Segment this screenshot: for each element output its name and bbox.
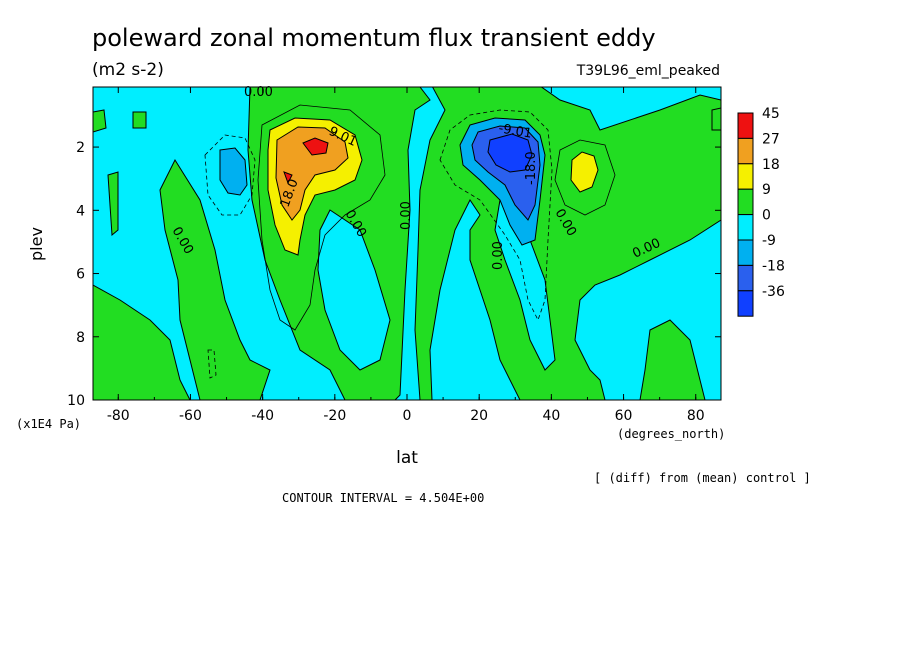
- colorbar-label: 45: [762, 106, 780, 122]
- colorbar-swatch: [737, 163, 754, 190]
- contour-label-neg9: -9.01: [497, 121, 533, 142]
- colorbar-swatch: [737, 112, 754, 139]
- y-tick-label: 4: [76, 203, 85, 219]
- region-green-small-far-left: [107, 171, 119, 237]
- y-tick-label: 6: [76, 267, 85, 283]
- contour-interval: CONTOUR INTERVAL = 4.504E+00: [282, 491, 484, 505]
- x-tick-label: 80: [687, 408, 705, 424]
- x-tick-label: -20: [323, 408, 346, 424]
- region-green-small-right: [711, 107, 721, 131]
- diff-note: [ (diff) from (mean) control ]: [594, 471, 811, 485]
- y-tick-label: 8: [76, 330, 85, 346]
- solid-contour-nh: [554, 139, 616, 216]
- x-axis: -80 -60 -40 -20 0 20 40 60 80: [107, 87, 705, 424]
- region-green-small-mid: [132, 111, 147, 129]
- region-neg9-sh: [219, 147, 248, 196]
- y-tick-label: 10: [67, 393, 85, 409]
- region-green-sh-left: [93, 284, 191, 400]
- dashed-contour-sh: [204, 134, 256, 216]
- region-green-nh-right: [639, 319, 706, 400]
- colorbar-swatch: [737, 264, 754, 292]
- y-tick-label: 2: [76, 140, 85, 156]
- dashed-contour-nh: [439, 109, 553, 322]
- chart-units: (m2 s-2): [92, 60, 164, 80]
- colorbar-swatch: [737, 214, 754, 241]
- contour-label-top: 0.00: [244, 85, 273, 100]
- colorbar-swatch: [737, 290, 754, 317]
- colorbar-label: 9: [762, 182, 771, 198]
- colorbar: 45 27 18 9 0 -9 -18 -36: [737, 106, 785, 317]
- colorbar-label: 0: [762, 208, 771, 224]
- region-pos9-nh: [570, 151, 599, 193]
- contour-label-eq: 0.00: [399, 201, 414, 230]
- region-pos27-sh: [302, 137, 329, 156]
- colorbar-label: 18: [762, 157, 780, 173]
- colorbar-label: -18: [762, 258, 785, 274]
- x-tick-label: -80: [107, 408, 130, 424]
- y-axis-units: (x1E4 Pa): [16, 417, 81, 431]
- region-pos27-sh-small: [283, 171, 293, 185]
- colorbar-label: -36: [762, 284, 785, 300]
- region-green-small-left: [93, 109, 107, 133]
- y-axis-label: plev: [27, 227, 46, 261]
- x-tick-label: 60: [615, 408, 633, 424]
- x-tick-label: 20: [470, 408, 488, 424]
- region-neg36-nh: [487, 133, 533, 173]
- run-label: T39L96_eml_peaked: [576, 63, 720, 79]
- x-tick-label: 40: [542, 408, 560, 424]
- region-green-sh-center: [159, 158, 271, 400]
- plot-area: [93, 87, 721, 400]
- solid-contour-sh: [257, 104, 386, 331]
- contour-label-nh-mid: 0.00: [491, 241, 506, 270]
- x-tick-label: -60: [179, 408, 202, 424]
- x-tick-label: 0: [403, 408, 412, 424]
- x-axis-units: (degrees_north): [617, 427, 725, 441]
- x-tick-label: -40: [251, 408, 274, 424]
- dashed-contour-sh-small: [207, 349, 217, 379]
- colorbar-swatch: [737, 188, 754, 216]
- region-pos18-sh: [275, 126, 349, 221]
- colorbar-swatch: [737, 239, 754, 266]
- x-axis-label: lat: [396, 448, 418, 468]
- contour-label-neg18: -18.0: [524, 151, 539, 185]
- chart-title: poleward zonal momentum flux transient e…: [92, 24, 656, 52]
- colorbar-swatch: [737, 137, 754, 165]
- y-axis: 2 4 6 8 10: [67, 140, 721, 409]
- colorbar-label: -9: [762, 233, 776, 249]
- colorbar-label: 27: [762, 131, 780, 147]
